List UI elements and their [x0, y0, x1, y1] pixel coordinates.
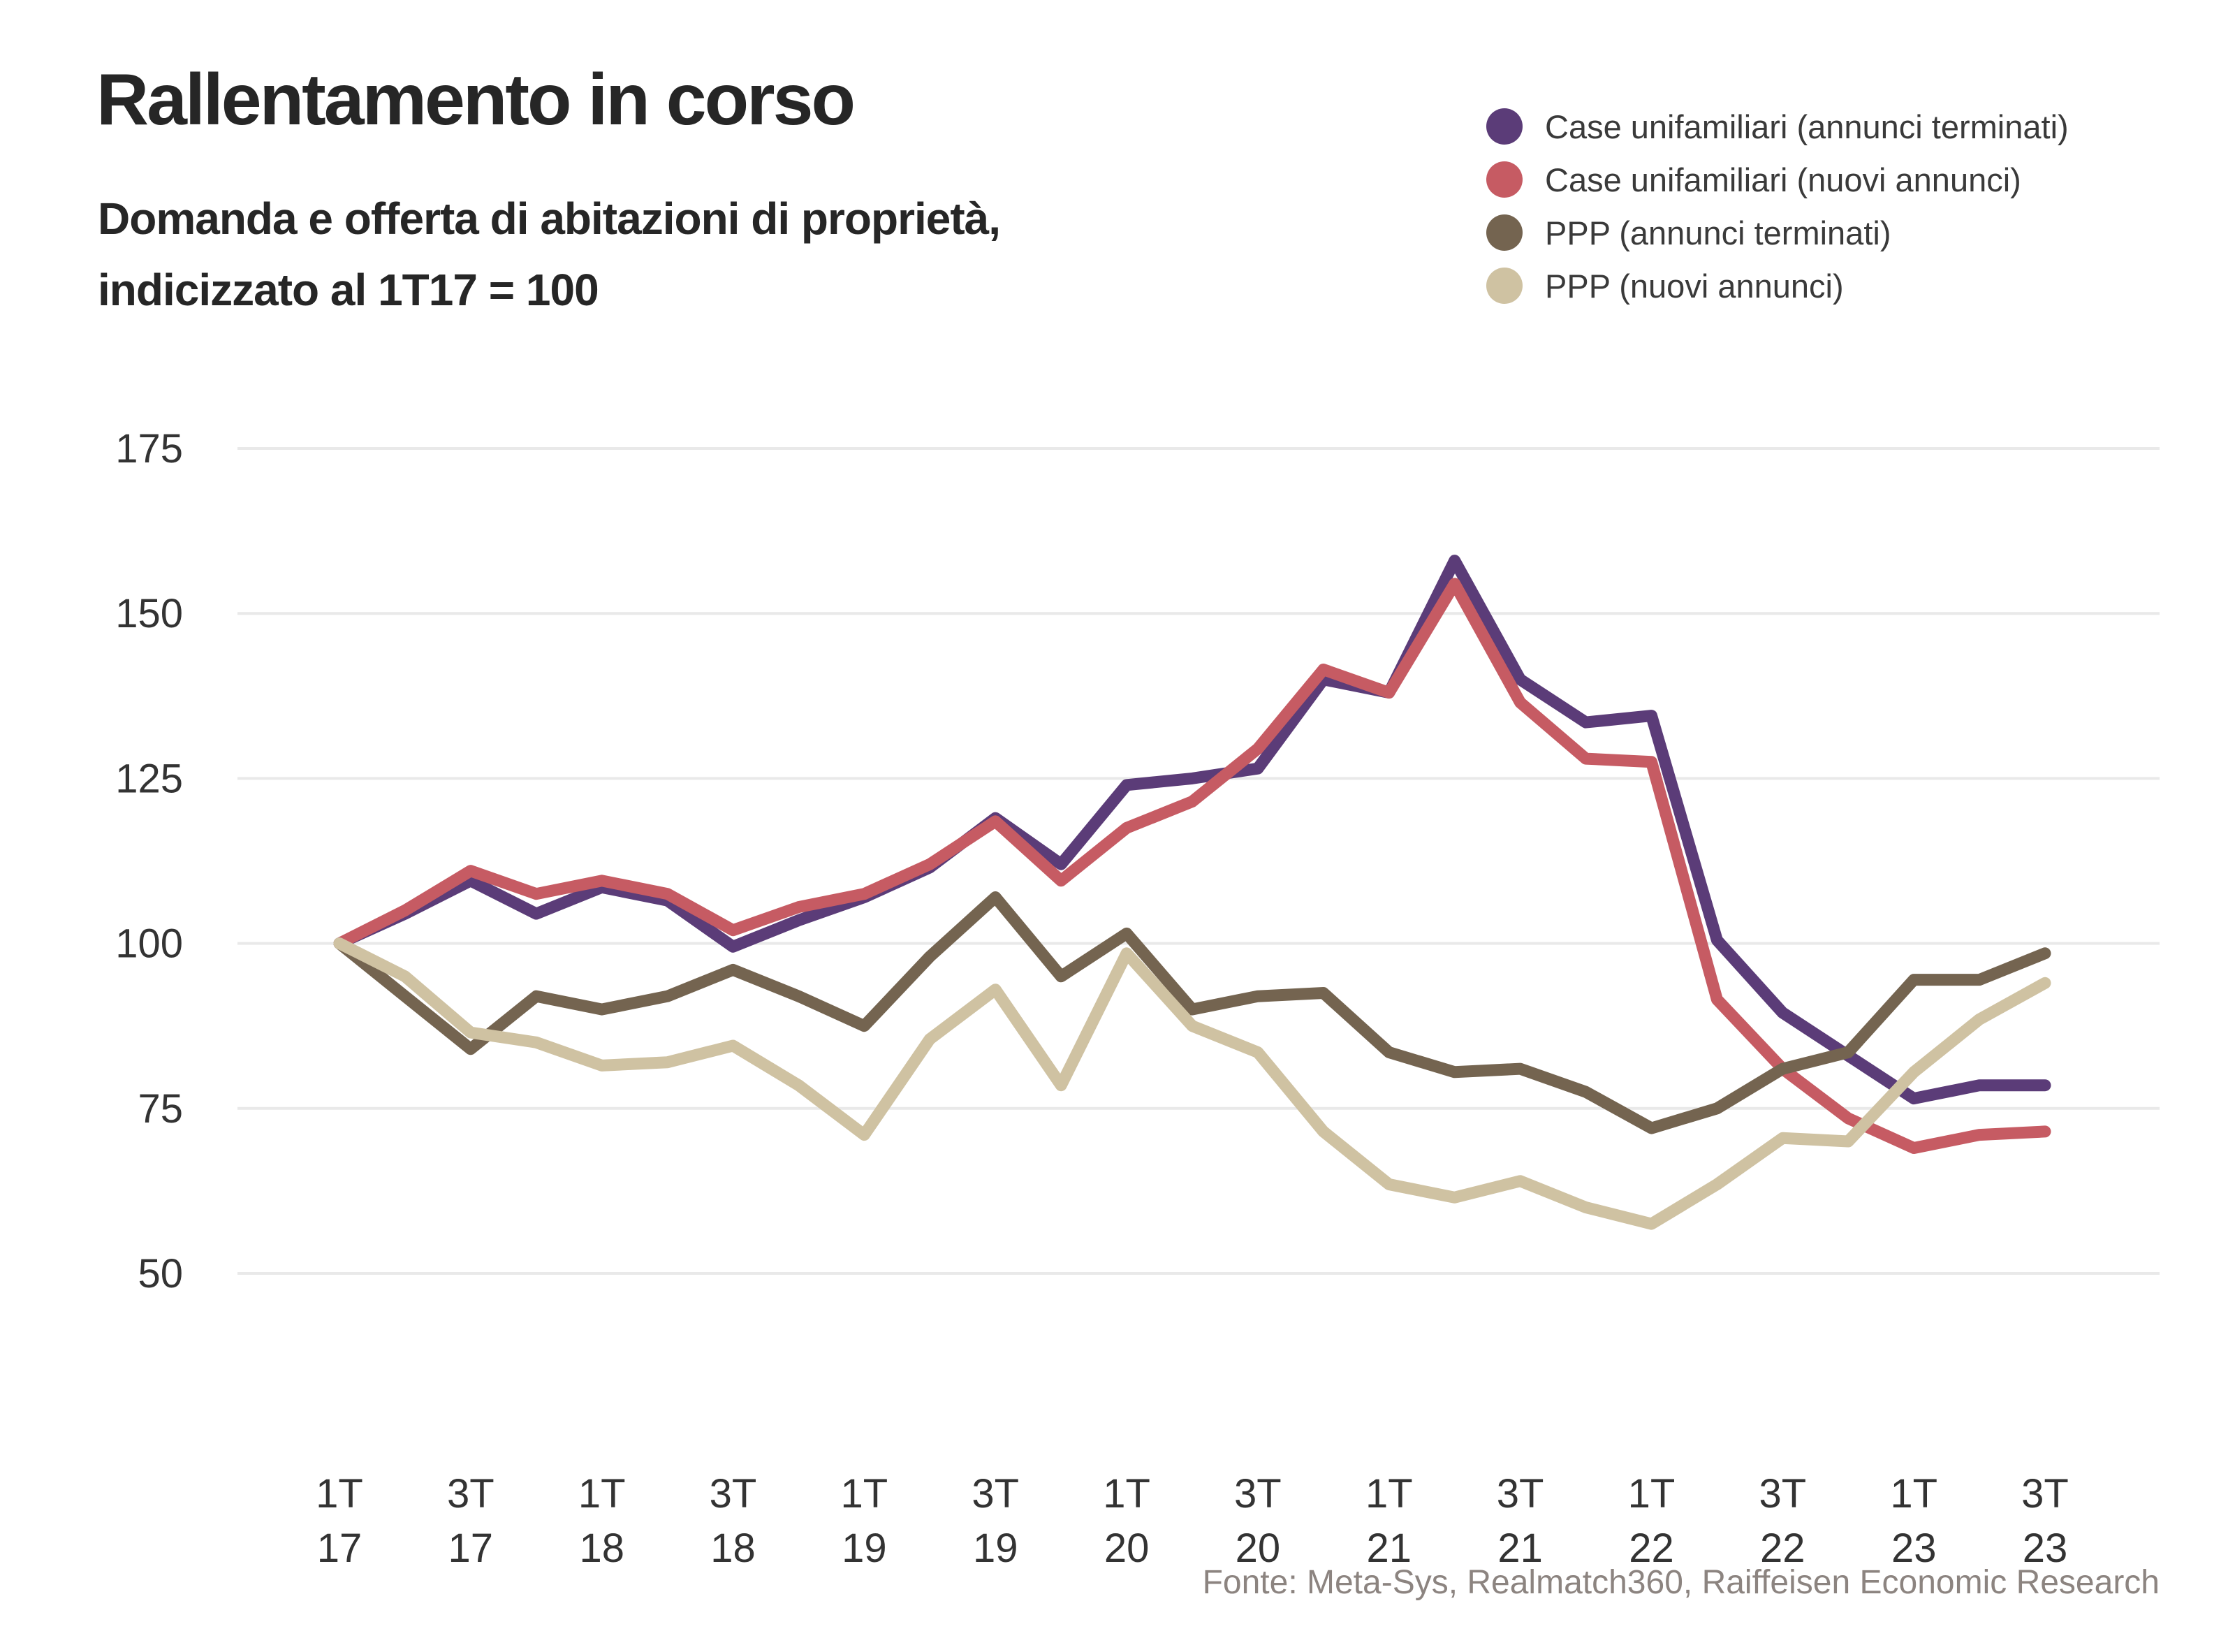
x-tick-year-3T21: 21 — [1497, 1526, 1543, 1571]
series-line-ppp-annunci-terminati — [333, 891, 2051, 1134]
x-tick-year-1T23: 23 — [1891, 1526, 1937, 1571]
x-tick-quarter-1T22: 1T — [1628, 1471, 1676, 1516]
series-line-case-unifamiliari-annunci-terminati — [333, 555, 2051, 1105]
source-note: Fonte: Meta-Sys, Realmatch360, Raiffeise… — [1202, 1564, 2160, 1601]
x-tick-quarter-3T17: 3T — [447, 1471, 494, 1516]
chart-subtitle-line2: indicizzato al 1T17 = 100 — [98, 265, 599, 315]
legend-label: PPP (nuovi annunci) — [1545, 267, 1844, 305]
x-tick-quarter-1T20: 1T — [1103, 1471, 1150, 1516]
x-tick-year-1T19: 19 — [842, 1526, 887, 1571]
legend-item-case-unifamiliari-nuovi-annunci: Case unifamiliari (nuovi annunci) — [1486, 153, 2069, 206]
x-tick-quarter-3T23: 3T — [2021, 1471, 2069, 1516]
series-line-ppp-nuovi-annunci — [333, 937, 2051, 1230]
legend-swatch-beige-icon — [1486, 268, 1523, 304]
x-tick-quarter-1T23: 1T — [1890, 1471, 1937, 1516]
legend-label: PPP (annunci terminati) — [1545, 214, 1891, 251]
x-tick-quarter-3T18: 3T — [710, 1471, 757, 1516]
y-tick-100: 100 — [115, 921, 183, 967]
series-line-case-unifamiliari-nuovi-annunci — [333, 578, 2051, 1154]
legend-item-ppp-annunci-terminati: PPP (annunci terminati) — [1486, 206, 2069, 259]
x-tick-year-1T17: 17 — [317, 1526, 362, 1571]
x-tick-quarter-3T19: 3T — [972, 1471, 1019, 1516]
chart-subtitle: Domanda e offerta di abitazioni di propr… — [98, 183, 1001, 326]
y-tick-175: 175 — [115, 426, 183, 472]
y-tick-150: 150 — [115, 591, 183, 636]
legend-item-ppp-nuovi-annunci: PPP (nuovi annunci) — [1486, 259, 2069, 312]
legend-label: Case unifamiliari (annunci terminati) — [1545, 108, 2069, 145]
x-tick-quarter-1T18: 1T — [578, 1471, 626, 1516]
x-tick-year-1T22: 22 — [1629, 1526, 1674, 1571]
x-tick-year-1T21: 21 — [1367, 1526, 1412, 1571]
x-tick-quarter-1T21: 1T — [1365, 1471, 1413, 1516]
x-tick-year-3T17: 17 — [448, 1526, 494, 1571]
legend-label: Case unifamiliari (nuovi annunci) — [1545, 161, 2021, 198]
x-tick-quarter-3T21: 3T — [1497, 1471, 1544, 1516]
x-tick-year-3T20: 20 — [1236, 1526, 1281, 1571]
x-tick-year-3T19: 19 — [973, 1526, 1018, 1571]
legend-item-case-unifamiliari-annunci-terminati: Case unifamiliari (annunci terminati) — [1486, 100, 2069, 153]
legend-swatch-brown-icon — [1486, 214, 1523, 251]
chart-title: Rallentamento in corso — [96, 59, 856, 140]
x-tick-year-1T18: 18 — [579, 1526, 624, 1571]
legend-swatch-purple-icon — [1486, 108, 1523, 145]
chart-subtitle-line1: Domanda e offerta di abitazioni di propr… — [98, 193, 1001, 244]
legend: Case unifamiliari (annunci terminati) Ca… — [1486, 100, 2069, 312]
x-tick-year-1T20: 20 — [1104, 1526, 1150, 1571]
x-tick-year-3T18: 18 — [710, 1526, 756, 1571]
y-tick-50: 50 — [138, 1251, 183, 1296]
y-tick-75: 75 — [138, 1086, 183, 1132]
legend-swatch-red-icon — [1486, 161, 1523, 198]
y-tick-125: 125 — [115, 756, 183, 801]
x-tick-quarter-3T22: 3T — [1759, 1471, 1806, 1516]
x-tick-year-3T23: 23 — [2023, 1526, 2068, 1571]
x-tick-year-3T22: 22 — [1760, 1526, 1805, 1571]
x-tick-quarter-1T19: 1T — [841, 1471, 888, 1516]
x-tick-quarter-3T20: 3T — [1234, 1471, 1282, 1516]
x-tick-quarter-1T17: 1T — [316, 1471, 363, 1516]
